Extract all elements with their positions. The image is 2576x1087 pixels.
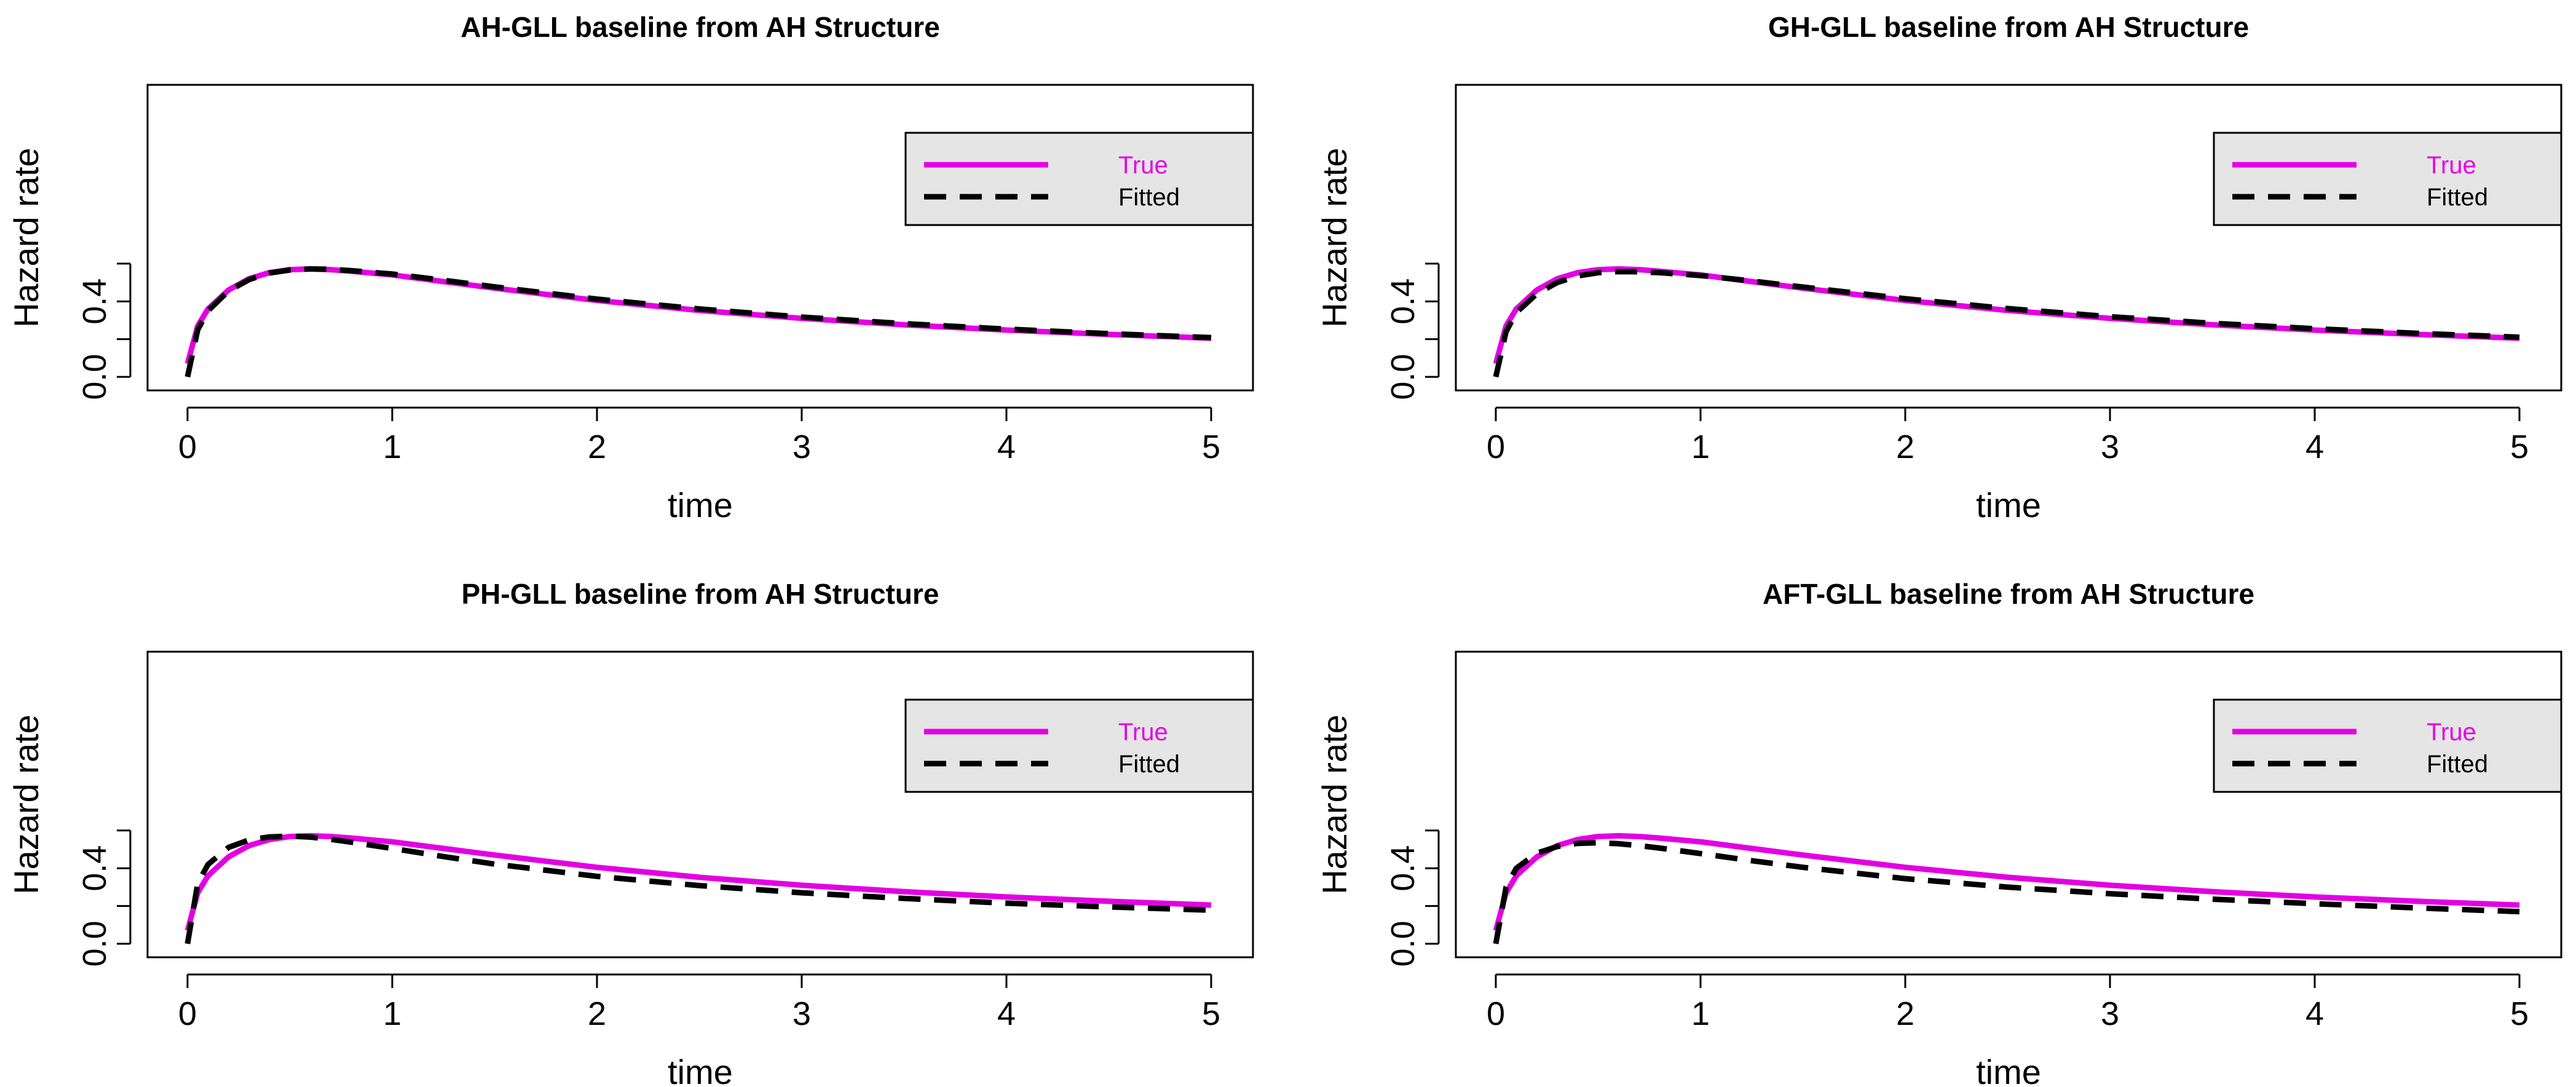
x-tick-label: 5: [2510, 995, 2529, 1032]
x-tick-label: 3: [2101, 429, 2119, 465]
series-line-fitted: [184, 266, 1212, 377]
legend-box: [2213, 132, 2562, 226]
x-tick-label: 5: [1202, 995, 1220, 1032]
chart-title: GH-GLL baseline from AH Structure: [1768, 11, 2249, 43]
series-line-true: [184, 266, 1212, 365]
x-tick-label: 4: [997, 995, 1016, 1032]
legend-label-true: True: [1118, 719, 1168, 746]
y-axis-title: Hazard rate: [1315, 148, 1354, 328]
x-tick-label: 2: [588, 429, 606, 465]
x-axis-title: time: [1976, 486, 2041, 524]
legend-box: [904, 132, 1254, 226]
series-line-true: [1493, 832, 2520, 931]
plot-frame: [146, 84, 1254, 392]
plot-frame: [1455, 650, 2562, 959]
y-tick-label: 0.4: [1385, 845, 1421, 891]
x-tick-label: 5: [2510, 429, 2529, 465]
chart-panel-3: PH-GLL baseline from AH Structure 0 1 2 3 4 5 t…: [7, 578, 1254, 1087]
legend-label-fitted: Fitted: [1118, 184, 1180, 211]
chart-panel-2: GH-GLL baseline from AH Structure 0 1 2 3 4 5 t…: [1315, 11, 2562, 524]
y-tick-label: 0.4: [76, 845, 113, 891]
x-tick-label: 1: [1691, 429, 1710, 465]
x-tick-label: 1: [383, 995, 401, 1032]
y-axis-title: Hazard rate: [7, 714, 45, 895]
x-tick-label: 0: [178, 429, 197, 465]
series-line-fitted: [184, 833, 1212, 944]
y-tick-label: 0.0: [76, 920, 113, 966]
chart-panel-4: AFT-GLL baseline from AH Structure 0 1 2 3 4 5…: [1315, 578, 2562, 1087]
x-tick-label: 4: [2305, 429, 2324, 465]
y-tick-label: 0.4: [76, 279, 113, 325]
x-axis-title: time: [1976, 1053, 2041, 1087]
y-tick-label: 0.4: [1385, 279, 1421, 325]
legend-label-fitted: Fitted: [2427, 751, 2488, 778]
legend-box: [2213, 698, 2562, 793]
series-line-fitted: [1493, 269, 2520, 377]
x-tick-label: 3: [2101, 995, 2119, 1032]
x-tick-label: 0: [1487, 429, 1505, 465]
x-axis-title: time: [668, 486, 733, 524]
x-axis-title: time: [668, 1053, 733, 1087]
series-line-fitted: [1493, 840, 2520, 944]
legend-box: [904, 698, 1254, 793]
x-tick-label: 4: [2305, 995, 2324, 1032]
legend-label-true: True: [2427, 719, 2476, 746]
chart-panel-1: AH-GLL baseline from AH Structure 0 1 2 3 4 5 t…: [7, 11, 1254, 524]
legend-label-fitted: Fitted: [1118, 751, 1180, 778]
x-tick-label: 3: [792, 995, 811, 1032]
x-tick-label: 2: [1896, 429, 1914, 465]
x-tick-label: 3: [792, 429, 811, 465]
y-axis-title: Hazard rate: [1315, 714, 1354, 895]
plot-frame: [146, 650, 1254, 959]
y-tick-label: 0.0: [76, 354, 113, 400]
series-line-true: [1493, 266, 2520, 365]
x-tick-label: 5: [1202, 429, 1220, 465]
x-tick-label: 1: [1691, 995, 1710, 1032]
chart-title: PH-GLL baseline from AH Structure: [461, 578, 939, 610]
x-tick-label: 0: [1487, 995, 1505, 1032]
x-tick-label: 0: [178, 995, 197, 1032]
chart-title: AH-GLL baseline from AH Structure: [460, 11, 940, 43]
y-tick-label: 0.0: [1385, 354, 1421, 400]
x-tick-label: 2: [588, 995, 606, 1032]
plot-frame: [1455, 84, 2562, 392]
legend-label-true: True: [2427, 152, 2476, 179]
legend-label-true: True: [1118, 152, 1168, 179]
x-tick-label: 1: [383, 429, 401, 465]
series-line-true: [184, 832, 1212, 931]
y-axis-title: Hazard rate: [7, 148, 45, 328]
y-tick-label: 0.0: [1385, 920, 1421, 966]
chart-title: AFT-GLL baseline from AH Structure: [1763, 578, 2254, 610]
x-tick-label: 4: [997, 429, 1016, 465]
x-tick-label: 2: [1896, 995, 1914, 1032]
legend-label-fitted: Fitted: [2427, 184, 2488, 211]
